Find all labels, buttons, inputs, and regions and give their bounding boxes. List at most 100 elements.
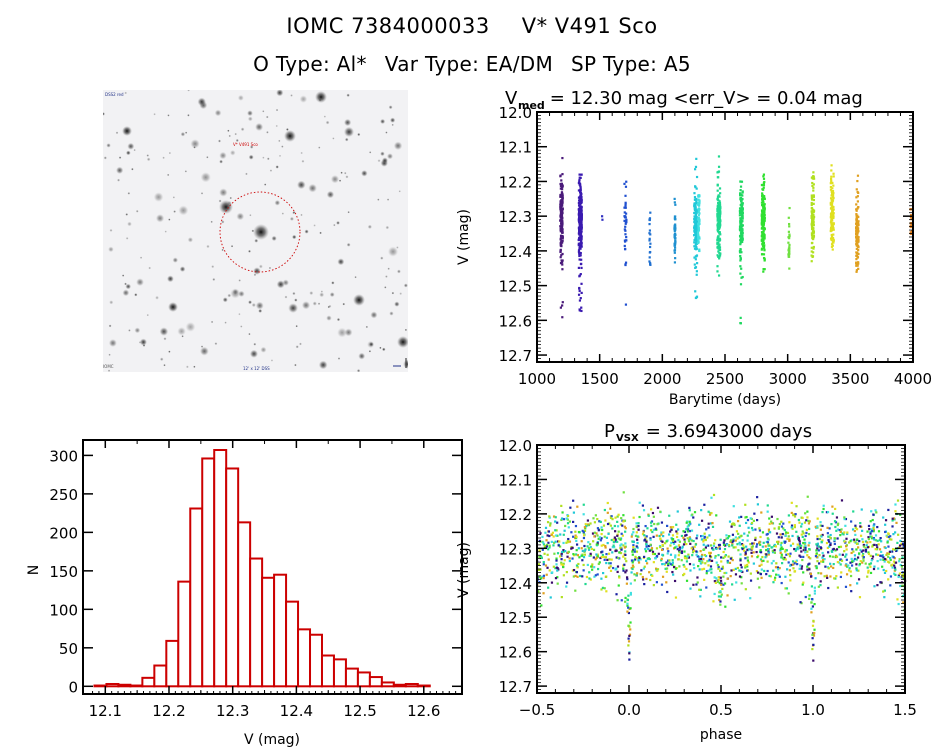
- phase-point: [834, 549, 837, 552]
- lightcurve-point: [560, 261, 564, 264]
- phase-point: [715, 577, 718, 580]
- phase-point: [867, 524, 871, 528]
- phase-point: [584, 523, 587, 526]
- lightcurve-point: [624, 194, 627, 197]
- lightcurve-point: [810, 210, 813, 213]
- phase-point: [811, 633, 814, 636]
- phase-point: [802, 532, 805, 535]
- sky-star: [323, 115, 327, 118]
- phase-point: [821, 539, 824, 542]
- phase-point: [894, 531, 897, 534]
- lightcurve-point: [740, 205, 743, 208]
- lightcurve-point: [580, 258, 583, 261]
- lightcurve-point: [811, 181, 814, 185]
- lightcurve-point: [760, 218, 764, 221]
- phase-point: [541, 548, 544, 551]
- sky-star: [212, 277, 216, 281]
- lightcurve-point: [580, 306, 583, 309]
- phase-point: [814, 577, 817, 580]
- lightcurve-point: [811, 224, 814, 227]
- phase-point: [784, 575, 787, 578]
- phase-point: [656, 523, 659, 526]
- phase-point: [580, 540, 583, 543]
- phase-point: [631, 561, 634, 564]
- phase-point: [862, 557, 865, 560]
- sky-star: [172, 196, 176, 199]
- phase-point: [826, 546, 829, 549]
- phase-point: [773, 551, 777, 554]
- phase-point: [888, 557, 892, 560]
- phase-point: [827, 540, 831, 543]
- lightcurve-point: [812, 247, 815, 250]
- phase-point: [732, 539, 735, 542]
- phase-point: [661, 543, 664, 547]
- phase-point: [887, 555, 890, 558]
- phase-point: [542, 560, 545, 564]
- lightcurve-point: [623, 206, 626, 209]
- phase-point: [804, 548, 807, 551]
- phase-point: [873, 543, 876, 546]
- phase-point: [683, 530, 687, 534]
- phase-title-sub: VSX: [616, 433, 639, 444]
- phase-point: [822, 507, 825, 511]
- phase-point: [722, 550, 725, 554]
- phase-point: [546, 553, 549, 556]
- phase-point: [887, 508, 890, 512]
- sky-star-bright: [253, 224, 269, 240]
- phase-point: [732, 505, 735, 508]
- lightcurve-point: [831, 193, 835, 197]
- phase-point: [648, 571, 651, 574]
- lightcurve-point: [578, 210, 581, 214]
- phase-point: [560, 563, 563, 566]
- sky-star: [200, 172, 211, 183]
- sky-star: [164, 230, 167, 233]
- phase-point: [722, 541, 725, 544]
- sky-star: [333, 223, 336, 227]
- phase-point: [816, 517, 819, 520]
- sky-star: [179, 266, 186, 272]
- phase-point: [715, 561, 718, 564]
- phase-point: [816, 535, 819, 538]
- phase-point: [717, 554, 720, 557]
- phase-point: [574, 574, 577, 578]
- histogram-bar: [380, 681, 395, 688]
- lightcurve-point: [559, 195, 562, 198]
- phase-point: [673, 546, 677, 549]
- phase-point: [855, 548, 858, 551]
- x-tick-label: −0.5: [519, 701, 555, 719]
- phase-point: [656, 506, 660, 509]
- phase-point: [801, 516, 804, 520]
- lightcurve-point: [830, 206, 833, 209]
- lightcurve-point: [856, 174, 860, 177]
- phase-point: [576, 575, 579, 578]
- phase-point: [794, 549, 797, 552]
- lightcurve-point: [560, 235, 563, 238]
- phase-point: [797, 548, 800, 551]
- phase-point: [897, 533, 900, 536]
- phase-point: [897, 575, 900, 579]
- lightcurve-point: [649, 211, 652, 214]
- phase-point: [629, 593, 632, 596]
- lightcurve-point: [694, 203, 697, 206]
- phase-point: [575, 543, 579, 546]
- phase-point: [539, 532, 542, 535]
- lightcurve-point: [648, 237, 651, 240]
- y-tick-label: 0: [68, 678, 78, 696]
- phase-point: [559, 533, 562, 536]
- lightcurve-point: [649, 233, 652, 236]
- phase-point: [557, 568, 560, 571]
- lightcurve-point: [695, 247, 698, 250]
- phase-point: [844, 524, 847, 527]
- sky-star: [343, 126, 355, 138]
- lightcurve-point: [624, 212, 628, 215]
- lightcurve-point: [560, 191, 564, 194]
- phase-point: [749, 597, 752, 600]
- phase-point: [636, 538, 639, 541]
- sky-star: [106, 143, 111, 148]
- phase-point: [749, 572, 752, 575]
- phase-point: [622, 544, 625, 547]
- phase-point: [776, 540, 779, 544]
- x-tick-label: 12.6: [407, 702, 440, 720]
- phase-point: [805, 519, 808, 522]
- sky-star: [403, 283, 408, 288]
